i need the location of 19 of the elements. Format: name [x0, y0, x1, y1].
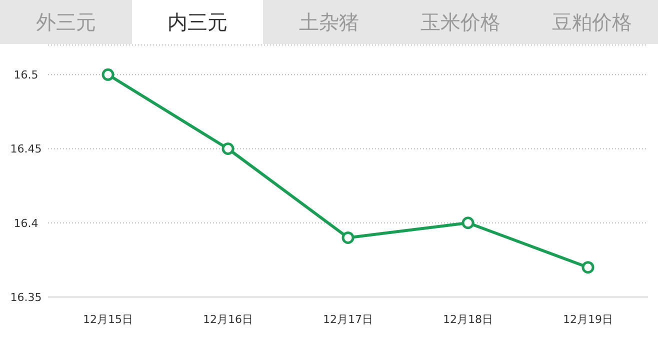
y-tick-label: 16.4	[14, 216, 38, 230]
point	[222, 142, 234, 156]
text: 土杂猪	[263, 0, 395, 44]
point	[462, 216, 474, 230]
y-tick-label: 16.5	[14, 68, 38, 82]
x-tick-label: 12月17日	[323, 312, 373, 326]
point	[582, 261, 594, 274]
chart-title: 内三元	[132, 0, 264, 44]
text: 外三元	[0, 0, 132, 44]
x-tick-label: 12月19日	[563, 312, 613, 326]
text: 豆粕价格	[526, 0, 658, 44]
x-tick-label: 12月16日	[203, 312, 253, 326]
y-tick-label: 16.35	[10, 290, 42, 304]
point	[342, 231, 354, 244]
y-tick-label: 16.45	[10, 142, 42, 156]
text: 玉米价格	[394, 0, 526, 44]
x-tick-label: 12月15日	[83, 312, 133, 326]
point	[102, 68, 114, 81]
x-tick-label: 12月18日	[443, 312, 493, 326]
